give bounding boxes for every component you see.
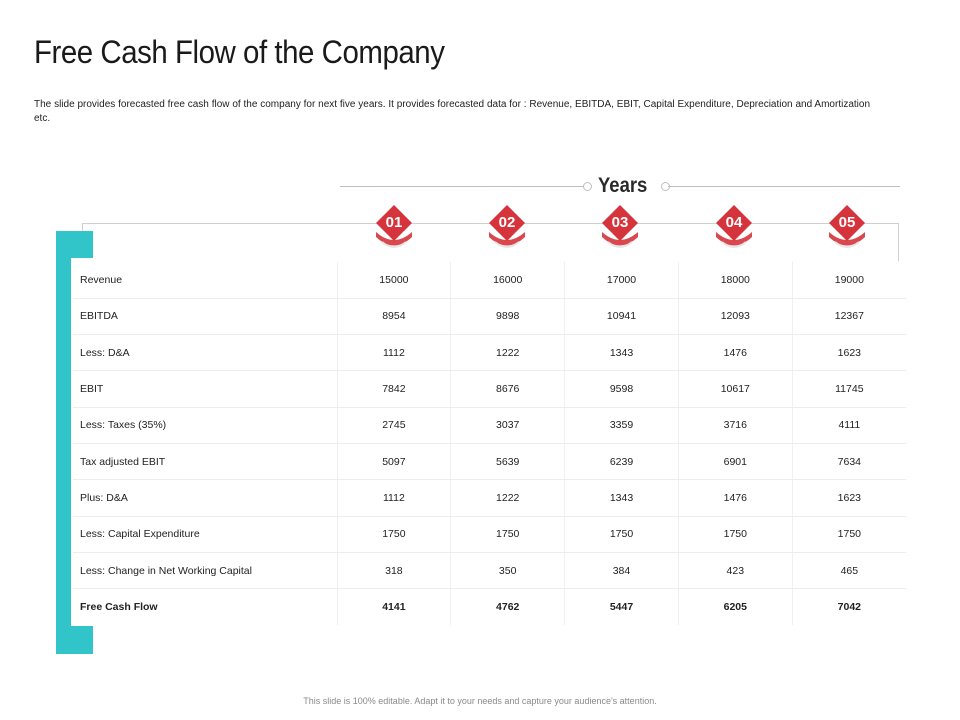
cell-value: 6205 bbox=[677, 588, 793, 625]
cell-value: 4111 bbox=[791, 407, 906, 444]
cell-value: 1222 bbox=[450, 334, 565, 372]
year-badge-label: 01 bbox=[385, 214, 403, 231]
diamond-badge-icon bbox=[829, 205, 865, 248]
cell-value: 423 bbox=[677, 552, 793, 590]
cell-value: 1623 bbox=[791, 479, 906, 517]
cell-value: 1750 bbox=[450, 516, 565, 553]
cell-value: 5097 bbox=[336, 443, 451, 481]
cell-value: 1476 bbox=[677, 479, 793, 517]
cell-value: 350 bbox=[450, 552, 565, 590]
cell-value: 1750 bbox=[336, 516, 451, 553]
footer-note: This slide is 100% editable. Adapt it to… bbox=[303, 696, 657, 706]
cell-value: 7634 bbox=[791, 443, 906, 481]
year-badge-04: 04 bbox=[712, 204, 756, 264]
row-label: Plus: D&A bbox=[73, 479, 337, 517]
cell-value: 7842 bbox=[336, 370, 451, 408]
cell-value: 12367 bbox=[791, 298, 906, 336]
cell-value: 465 bbox=[791, 552, 906, 590]
cell-value: 15000 bbox=[336, 262, 451, 299]
diamond-badge-icon bbox=[602, 205, 638, 248]
cell-value: 3359 bbox=[564, 407, 679, 444]
years-line-right bbox=[668, 186, 900, 187]
cell-value: 3037 bbox=[450, 407, 565, 444]
cell-value: 1112 bbox=[336, 479, 451, 517]
table-row: Less: D&A 1112 1222 1343 1476 1623 bbox=[73, 334, 906, 372]
table-row: Less: Change in Net Working Capital 318 35… bbox=[73, 552, 906, 590]
year-badge-label: 04 bbox=[725, 214, 743, 231]
cell-value: 5639 bbox=[450, 443, 565, 481]
cell-value: 9598 bbox=[564, 370, 679, 408]
cell-value: 8954 bbox=[336, 298, 451, 336]
slide-title: Free Cash Flow of the Company bbox=[34, 34, 445, 70]
year-badge-05: 05 bbox=[825, 204, 869, 264]
frame-line-right bbox=[898, 223, 899, 261]
table-row: Free Cash Flow 4141 4762 5447 6205 7042 bbox=[73, 588, 906, 625]
cell-value: 6239 bbox=[564, 443, 679, 481]
year-badge-02: 02 bbox=[485, 204, 529, 264]
year-badge-label: 05 bbox=[838, 214, 856, 231]
row-label: Less: Change in Net Working Capital bbox=[73, 552, 337, 590]
cell-value: 11745 bbox=[791, 370, 906, 408]
cell-value: 12093 bbox=[677, 298, 793, 336]
year-badge-01: 01 bbox=[372, 204, 416, 264]
cell-value: 10941 bbox=[564, 298, 679, 336]
slide-description: The slide provides forecasted free cash … bbox=[34, 99, 870, 124]
cell-value: 9898 bbox=[450, 298, 565, 336]
cell-value: 17000 bbox=[564, 262, 679, 299]
cell-value: 1750 bbox=[564, 516, 679, 553]
cell-value: 7042 bbox=[791, 588, 906, 625]
cell-value: 8676 bbox=[450, 370, 565, 408]
cell-value: 16000 bbox=[450, 262, 565, 299]
years-label: Years bbox=[598, 174, 648, 197]
years-dot-left bbox=[583, 182, 592, 191]
cell-value: 6901 bbox=[677, 443, 793, 481]
table-row: Tax adjusted EBIT 5097 5639 6239 6901 7634 bbox=[73, 443, 906, 481]
years-line-left bbox=[340, 186, 584, 187]
cell-value: 1623 bbox=[791, 334, 906, 372]
year-badge-label: 02 bbox=[498, 214, 516, 231]
row-label: Free Cash Flow bbox=[80, 601, 158, 614]
row-label: EBITDA bbox=[73, 298, 337, 336]
cell-value: 1750 bbox=[677, 516, 793, 553]
year-badge-03: 03 bbox=[598, 204, 642, 264]
cell-value: 1343 bbox=[564, 479, 679, 517]
row-label: Less: Taxes (35%) bbox=[73, 407, 337, 444]
cell-value: 18000 bbox=[677, 262, 793, 299]
table-row: Less: Capital Expenditure 1750 1750 1750 175… bbox=[73, 516, 906, 553]
cash-flow-table: Revenue 15000 16000 17000 18000 19000 EBITDA 89… bbox=[73, 262, 906, 625]
cell-value: 4762 bbox=[450, 588, 565, 625]
diamond-badge-icon bbox=[376, 205, 412, 248]
cell-value: 1750 bbox=[791, 516, 906, 553]
cell-value: 19000 bbox=[791, 262, 906, 299]
cell-value: 1476 bbox=[677, 334, 793, 372]
table-row: Revenue 15000 16000 17000 18000 19000 bbox=[73, 262, 906, 299]
row-label: Less: D&A bbox=[73, 334, 337, 372]
cell-value: 1222 bbox=[450, 479, 565, 517]
table-row: Less: Taxes (35%) 2745 3037 3359 3716 4111 bbox=[73, 407, 906, 444]
year-badge-label: 03 bbox=[611, 214, 629, 231]
row-label: EBIT bbox=[73, 370, 337, 408]
cell-value: 318 bbox=[336, 552, 451, 590]
row-label: Tax adjusted EBIT bbox=[73, 443, 337, 481]
row-label: Revenue bbox=[73, 262, 337, 299]
diamond-badge-icon bbox=[716, 205, 752, 248]
frame-line-left bbox=[82, 223, 83, 233]
table-row: EBIT 7842 8676 9598 10617 11745 bbox=[73, 370, 906, 408]
cell-value: 1112 bbox=[336, 334, 451, 372]
cell-value: 384 bbox=[564, 552, 679, 590]
table-row: EBITDA 8954 9898 10941 12093 12367 bbox=[73, 298, 906, 336]
cell-value: 10617 bbox=[677, 370, 793, 408]
diamond-badge-icon bbox=[489, 205, 525, 248]
cell-value: 1343 bbox=[564, 334, 679, 372]
row-label: Less: Capital Expenditure bbox=[73, 516, 337, 553]
cell-value: 5447 bbox=[564, 588, 679, 625]
cell-value: 4141 bbox=[336, 588, 451, 625]
cell-value: 2745 bbox=[336, 407, 451, 444]
cell-value: 3716 bbox=[677, 407, 793, 444]
table-row: Plus: D&A 1112 1222 1343 1476 1623 bbox=[73, 479, 906, 517]
